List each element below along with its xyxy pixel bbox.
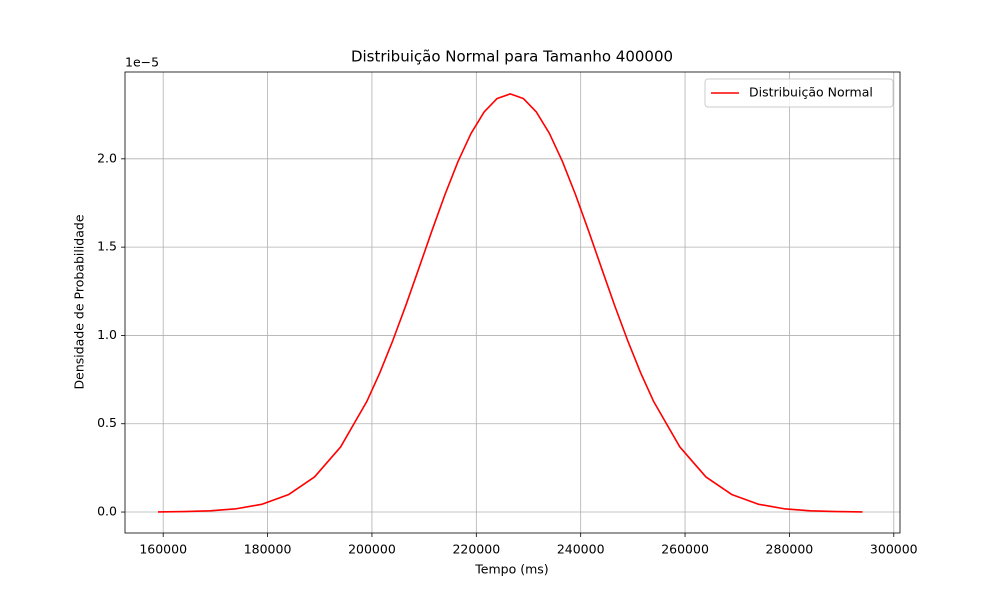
y-tick-label: 0.5 bbox=[97, 415, 117, 430]
chart-title: Distribuição Normal para Tamanho 400000 bbox=[351, 48, 673, 66]
legend-box bbox=[704, 78, 894, 108]
y-tick-label: 0.0 bbox=[97, 504, 117, 519]
legend-label: Distribuição Normal bbox=[749, 85, 873, 100]
y-tick-label: 2.0 bbox=[97, 150, 117, 165]
x-tick-label: 260000 bbox=[661, 542, 709, 557]
legend: Distribuição Normal bbox=[704, 78, 894, 108]
x-tick-label: 300000 bbox=[870, 542, 918, 557]
y-tick-label: 1.0 bbox=[97, 327, 117, 342]
x-tick-label: 240000 bbox=[557, 542, 605, 557]
data-line bbox=[157, 93, 863, 513]
x-tick-label: 200000 bbox=[348, 542, 396, 557]
y-axis-label: Densidade de Probabilidade bbox=[72, 214, 87, 389]
x-tick-label: 220000 bbox=[452, 542, 500, 557]
grid bbox=[125, 72, 900, 533]
y-offset-label: 1e−5 bbox=[125, 55, 159, 70]
x-tick-label: 180000 bbox=[244, 542, 292, 557]
x-tick-label: 160000 bbox=[139, 542, 187, 557]
x-tick-label: 280000 bbox=[766, 542, 814, 557]
axes-frame bbox=[124, 71, 901, 534]
plot bbox=[157, 93, 863, 513]
x-axis-label: Tempo (ms) bbox=[474, 562, 548, 577]
y-tick-label: 1.5 bbox=[97, 239, 117, 254]
